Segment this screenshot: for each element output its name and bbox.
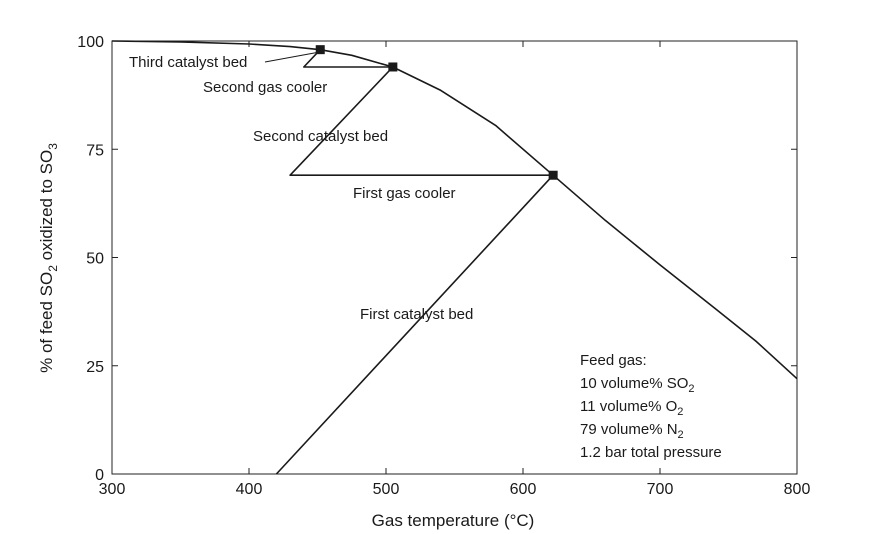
third-bed-leader-line	[264, 52, 317, 63]
feed-gas-pressure: 1.2 bar total pressure	[580, 444, 722, 461]
data-point-marker	[315, 45, 325, 55]
y-axis-title-sub-2: 2	[46, 265, 60, 272]
x-tick-label: 600	[510, 481, 537, 498]
feed-gas-so2-sub: 2	[688, 383, 694, 395]
feed-gas-so2-text: 10 volume% SO	[580, 375, 688, 392]
y-tick-label: 0	[95, 467, 104, 484]
feed-gas-o2-sub: 2	[677, 406, 683, 418]
annotation-first-gas-cooler: First gas cooler	[353, 185, 456, 202]
y-tick-label: 100	[77, 34, 104, 51]
x-tick-label: 800	[784, 481, 811, 498]
y-tick-label: 75	[86, 142, 104, 159]
annotation-third-catalyst-bed: Third catalyst bed	[129, 54, 247, 71]
feed-gas-legend: Feed gas: 10 volume% SO2 11 volume% O2 7…	[580, 352, 722, 461]
equilibrium-curve-line	[111, 40, 798, 380]
y-axis-title: % of feed SO2 oxidized to SO3	[37, 143, 60, 373]
y-axis-title-part-1: % of feed SO	[37, 272, 56, 373]
feed-gas-n2-sub: 2	[678, 429, 684, 441]
annotation-first-catalyst-bed: First catalyst bed	[360, 306, 473, 323]
feed-gas-so2: 10 volume% SO2	[580, 375, 695, 395]
x-tick-label: 700	[647, 481, 674, 498]
feed-gas-n2: 79 volume% N2	[580, 421, 684, 441]
x-tick-label: 500	[373, 481, 400, 498]
x-axis-title: Gas temperature (°C)	[372, 511, 535, 530]
y-axis-title-sub-3: 3	[46, 143, 60, 150]
plot-frame	[111, 40, 798, 475]
feed-gas-o2-text: 11 volume% O	[580, 398, 677, 415]
annotation-second-catalyst-bed: Second catalyst bed	[253, 128, 388, 145]
data-point-marker	[388, 62, 398, 72]
operating-path-line	[275, 49, 554, 475]
y-tick-label: 25	[86, 359, 104, 376]
data-point-marker	[548, 170, 558, 180]
y-axis-title-part-2: oxidized to SO	[37, 150, 56, 265]
y-tick-label: 50	[86, 251, 104, 268]
annotation-second-gas-cooler: Second gas cooler	[203, 79, 327, 96]
x-tick-label: 300	[99, 481, 126, 498]
feed-gas-n2-text: 79 volume% N	[580, 421, 678, 438]
feed-gas-o2: 11 volume% O2	[580, 398, 683, 418]
plot-marks: 300 400 500 600 700 800 0 25 50 75 100	[77, 34, 810, 498]
feed-gas-title: Feed gas:	[580, 352, 647, 369]
x-tick-label: 400	[236, 481, 263, 498]
